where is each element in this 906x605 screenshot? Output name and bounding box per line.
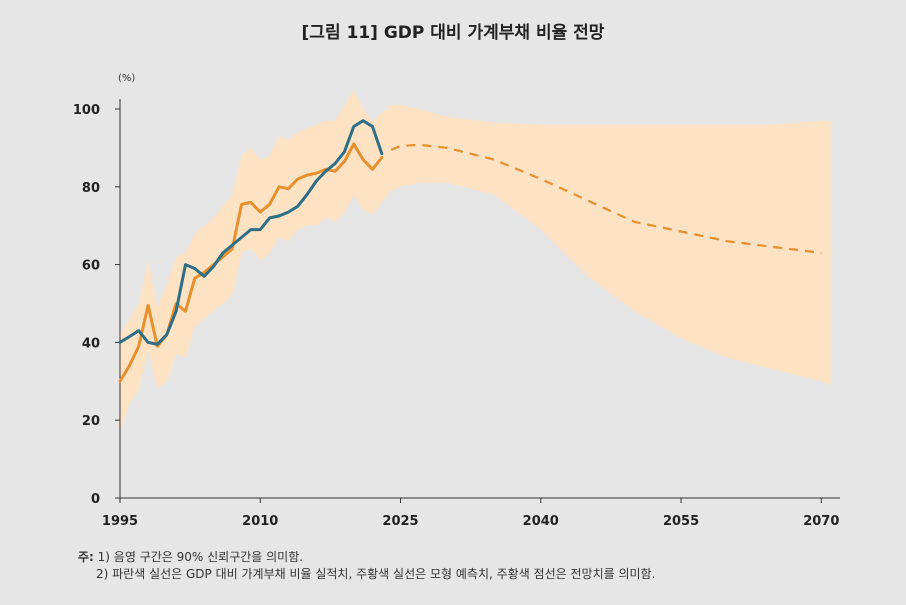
x-tick-label: 2070 <box>803 514 839 529</box>
y-tick-label: 80 <box>82 181 100 196</box>
y-tick-label: 100 <box>73 103 100 118</box>
footnote-2: 2) 파란색 실선은 GDP 대비 가계부채 비율 실적치, 주황색 실선은 모… <box>78 566 655 583</box>
y-axis-unit-label: (%) <box>118 73 135 84</box>
x-tick-label: 2025 <box>382 514 418 529</box>
footnote-prefix: 주: <box>78 550 94 564</box>
footnotes: 주: 1) 음영 구간은 90% 신뢰구간을 의미함. 2) 파란색 실선은 G… <box>78 549 655 583</box>
series-lines-layer <box>118 119 822 383</box>
y-tick-label: 40 <box>82 336 100 351</box>
chart-title: [그림 11] GDP 대비 가계부채 비율 전망 <box>301 23 605 43</box>
y-tick-label: 0 <box>91 492 100 507</box>
y-tick-label: 20 <box>82 414 100 429</box>
confidence-band <box>120 89 831 432</box>
series-line-actual <box>118 119 384 346</box>
x-tick-label: 1995 <box>102 514 138 529</box>
footnote-1: 주: 1) 음영 구간은 90% 신뢰구간을 의미함. <box>78 549 655 566</box>
footnote-line-1: 1) 음영 구간은 90% 신뢰구간을 의미함. <box>97 550 304 564</box>
axes-layer <box>115 99 840 503</box>
confidence-band-layer <box>120 89 831 432</box>
x-tick-label: 2055 <box>663 514 699 529</box>
series-line-forecast <box>390 143 822 254</box>
footnote-line-2: 2) 파란색 실선은 GDP 대비 가계부채 비율 실적치, 주황색 실선은 모… <box>96 567 656 581</box>
y-tick-label: 60 <box>82 259 100 274</box>
x-tick-label: 2040 <box>523 514 559 529</box>
x-tick-label: 2010 <box>242 514 278 529</box>
